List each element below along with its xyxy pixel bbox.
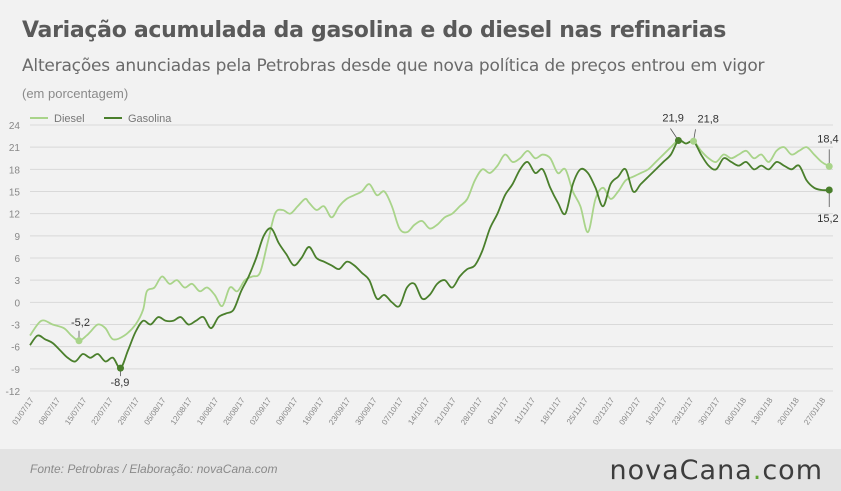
y-tick-label: 18 xyxy=(9,165,21,176)
data-label: 21,8 xyxy=(698,113,719,125)
x-tick-label: 15/07/17 xyxy=(63,396,89,427)
y-tick-label: 3 xyxy=(14,276,20,287)
x-tick-label: 23/09/17 xyxy=(327,396,353,427)
y-tick-label: 0 xyxy=(14,298,20,309)
y-tick-label: 21 xyxy=(9,143,21,154)
y-tick-label: -6 xyxy=(11,343,20,354)
brand-cana: Cana xyxy=(679,455,753,486)
chart-title: Variação acumulada da gasolina e do dies… xyxy=(22,18,727,43)
y-axis-unit: (em porcentagem) xyxy=(22,86,129,101)
annotation-marker xyxy=(674,137,682,145)
x-tick-label: 23/12/17 xyxy=(670,396,696,427)
x-tick-label: 20/01/18 xyxy=(776,396,802,427)
x-tick-label: 22/07/17 xyxy=(90,396,116,427)
y-tick-label: -12 xyxy=(6,387,21,398)
x-tick-label: 13/01/18 xyxy=(749,396,775,427)
data-label: 15,2 xyxy=(817,213,838,225)
x-tick-label: 05/08/17 xyxy=(142,396,168,427)
brand-com: com xyxy=(762,455,823,486)
x-tick-label: 01/07/17 xyxy=(10,396,36,427)
x-tick-label: 09/09/17 xyxy=(274,396,300,427)
x-tick-label: 14/10/17 xyxy=(406,396,432,427)
annotation-marker xyxy=(690,137,698,145)
x-tick-label: 30/09/17 xyxy=(353,396,379,427)
x-tick-label: 06/01/18 xyxy=(723,396,749,427)
annotation-marker xyxy=(75,337,83,345)
x-tick-label: 28/10/17 xyxy=(459,396,485,427)
x-tick-label: 04/11/17 xyxy=(486,396,511,427)
annotation-marker xyxy=(825,186,833,194)
y-tick-label: -3 xyxy=(11,321,20,332)
footer-bar: Fonte: Petrobras / Elaboração: novaCana.… xyxy=(0,449,841,491)
y-tick-label: 9 xyxy=(14,232,20,243)
y-tick-label: 15 xyxy=(9,188,21,199)
data-label: -5,2 xyxy=(71,317,90,329)
series-line-diesel xyxy=(29,139,830,342)
y-tick-label: 6 xyxy=(14,254,20,265)
x-tick-label: 16/09/17 xyxy=(301,396,327,427)
x-tick-label: 21/10/17 xyxy=(433,396,459,427)
data-label: 21,9 xyxy=(662,113,683,125)
x-tick-label: 16/12/17 xyxy=(644,396,670,427)
source-credit: Fonte: Petrobras / Elaboração: novaCana.… xyxy=(30,462,278,476)
x-tick-label: 11/11/17 xyxy=(512,396,537,426)
x-tick-label: 27/01/18 xyxy=(802,396,828,427)
x-tick-label: 26/08/17 xyxy=(222,396,248,427)
legend-label-diesel: Diesel xyxy=(54,113,85,125)
x-tick-label: 18/11/17 xyxy=(539,396,564,427)
y-tick-label: 12 xyxy=(9,210,21,221)
y-tick-label: -9 xyxy=(11,365,20,376)
series-line-gasolina xyxy=(29,139,830,369)
chart-subtitle: Alterações anunciadas pela Petrobras des… xyxy=(22,56,765,76)
x-tick-label: 02/12/17 xyxy=(591,396,617,427)
x-tick-label: 19/08/17 xyxy=(195,396,221,427)
y-tick-label: 24 xyxy=(9,121,21,132)
x-tick-label: 02/09/17 xyxy=(248,396,274,427)
x-tick-label: 12/08/17 xyxy=(169,396,195,427)
annotation-marker xyxy=(116,364,124,372)
x-tick-label: 25/11/17 xyxy=(565,396,590,427)
x-tick-label: 09/12/17 xyxy=(617,396,643,427)
annotation-marker xyxy=(825,162,833,170)
data-label: 18,4 xyxy=(817,133,838,145)
brand-dot: . xyxy=(752,455,763,486)
brand-nova: nova xyxy=(609,455,680,486)
x-tick-label: 29/07/17 xyxy=(116,396,142,427)
data-label: -8,9 xyxy=(110,377,129,389)
legend-label-gasolina: Gasolina xyxy=(128,113,172,125)
novacana-logo: novaCana.com xyxy=(610,455,823,486)
x-tick-label: 30/12/17 xyxy=(697,396,723,427)
x-tick-label: 07/10/17 xyxy=(380,396,406,427)
x-tick-label: 08/07/17 xyxy=(37,396,63,427)
